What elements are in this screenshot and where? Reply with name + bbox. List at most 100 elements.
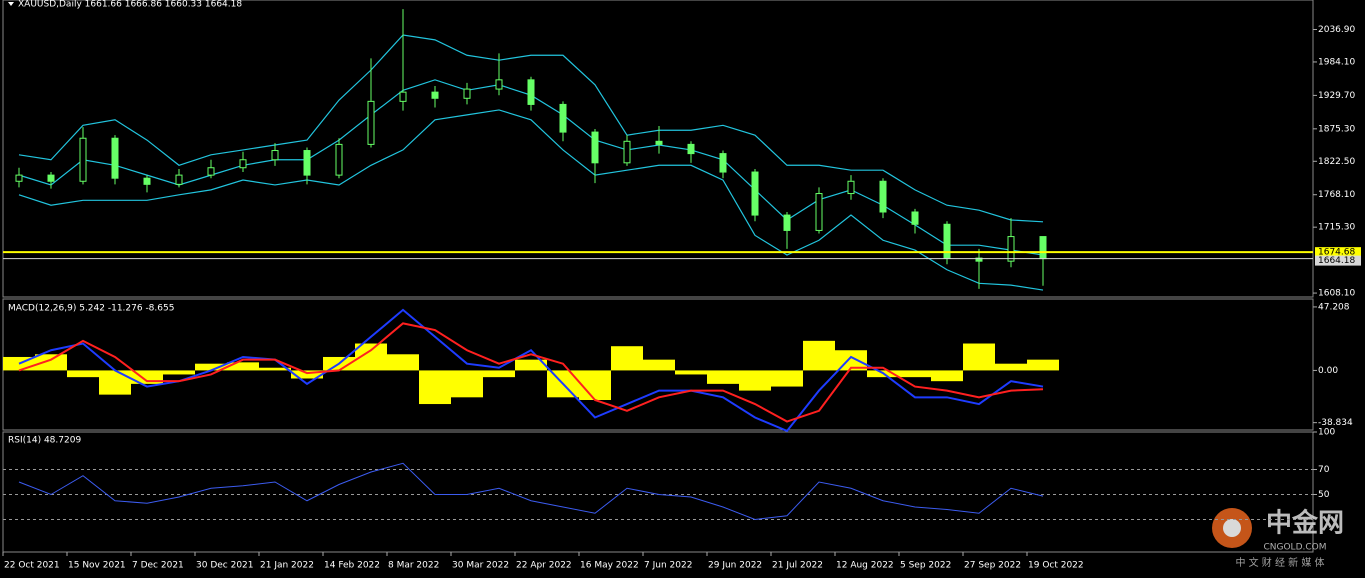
macd-histogram	[195, 363, 227, 371]
bollinger-upper	[18, 34, 1044, 223]
y-tick-label: 1822.50	[1318, 157, 1355, 167]
symbol-icon	[8, 2, 14, 6]
macd-histogram	[995, 363, 1027, 371]
rsi-title: RSI(14) 48.7209	[8, 436, 81, 446]
x-tick-label: 22 Oct 2021	[4, 561, 60, 571]
y-tick-label: 0.00	[1318, 366, 1338, 376]
rsi-panel	[2, 431, 1314, 553]
y-tick-label: 1608.10	[1318, 289, 1355, 299]
watermark-site: CNGOLD.COM	[1263, 543, 1326, 553]
macd-histogram	[675, 370, 707, 375]
macd-histogram	[387, 354, 419, 371]
candle-body	[527, 79, 535, 105]
macd-histogram	[803, 340, 835, 371]
candle-body	[15, 174, 23, 182]
candle-body	[463, 88, 471, 99]
y-tick-label: 47.208	[1318, 302, 1350, 312]
rsi-line	[18, 462, 1044, 521]
macd-histogram	[899, 370, 931, 378]
candle-body	[207, 167, 215, 176]
price-label: 1674.68	[1318, 248, 1355, 258]
price-label-box	[1315, 247, 1361, 258]
candle-body	[111, 137, 119, 179]
candle-body	[591, 131, 599, 164]
candle-body	[687, 143, 695, 155]
macd-histogram	[579, 370, 611, 401]
candle-body	[559, 103, 567, 133]
x-tick-label: 16 May 2022	[580, 561, 639, 571]
candle-body	[879, 180, 887, 213]
y-tick-label: 1929.70	[1318, 91, 1355, 101]
macd-histogram	[707, 370, 739, 384]
candle-body	[367, 100, 375, 145]
y-tick-label: 100	[1318, 428, 1335, 438]
candle-body	[655, 140, 663, 145]
x-tick-label: 14 Feb 2022	[324, 561, 380, 571]
macd-histogram	[1027, 359, 1059, 371]
candle-body	[495, 79, 503, 90]
macd-histogram	[67, 370, 99, 378]
macd-histogram	[35, 354, 67, 371]
x-tick-label: 12 Aug 2022	[836, 561, 894, 571]
macd-histogram	[643, 359, 675, 371]
candle-body	[143, 177, 151, 185]
macd-histogram	[739, 370, 771, 391]
watermark-logo-inner	[1223, 519, 1241, 537]
y-tick-label: 1768.10	[1318, 190, 1355, 200]
price-label-box	[1315, 255, 1361, 266]
x-tick-label: 19 Oct 2022	[1028, 561, 1084, 571]
watermark-name: 中金网	[1266, 508, 1344, 539]
candle-body	[975, 257, 983, 262]
y-tick-label: 1984.10	[1318, 57, 1355, 67]
macd-histogram	[259, 367, 291, 371]
macd-histogram	[451, 370, 483, 398]
y-tick-label: -38.834	[1318, 418, 1353, 428]
x-tick-label: 30 Dec 2021	[196, 561, 254, 571]
x-tick-label: 21 Jan 2022	[260, 561, 314, 571]
price-label: 1664.18	[1318, 256, 1355, 266]
watermark: 中金网 CNGOLD.COM 中 文 财 经 新 媒 体	[1212, 508, 1344, 569]
candle-body	[175, 174, 183, 185]
candle-body	[751, 171, 759, 216]
y-tick-label: 2036.90	[1318, 25, 1355, 35]
macd-histogram	[931, 370, 963, 382]
candle-body	[399, 91, 407, 102]
x-tick-label: 21 Jul 2022	[772, 561, 823, 571]
y-tick-label: 70	[1318, 465, 1330, 475]
macd-histogram	[419, 370, 451, 405]
candle-body	[79, 137, 87, 182]
candle-body	[847, 180, 855, 195]
candle-body	[911, 211, 919, 225]
candle-body	[783, 214, 791, 231]
x-tick-label: 8 Mar 2022	[388, 561, 439, 571]
macd-histogram	[963, 343, 995, 371]
candle-body	[271, 150, 279, 161]
candle-body	[303, 150, 311, 176]
macd-title: MACD(12,26,9) 5.242 -11.276 -8.655	[8, 304, 174, 314]
candle-body	[1007, 236, 1015, 262]
macd-histogram	[771, 370, 803, 387]
macd-histogram	[483, 370, 515, 378]
bollinger-lower	[18, 109, 1044, 291]
candle-body	[1039, 236, 1047, 260]
x-tick-label: 29 Jun 2022	[708, 561, 762, 571]
candle-body	[335, 143, 343, 176]
x-tick-label: 7 Jun 2022	[644, 561, 692, 571]
candle-body	[815, 193, 823, 231]
x-tick-label: 15 Nov 2021	[68, 561, 126, 571]
x-tick-label: 27 Sep 2022	[964, 561, 1021, 571]
y-tick-label: 1875.30	[1318, 124, 1355, 134]
chart-title: XAUUSD,Daily 1661.66 1666.86 1660.33 166…	[18, 0, 242, 10]
candle-body	[719, 153, 727, 173]
y-tick-label: 50	[1318, 490, 1330, 500]
candle-body	[47, 174, 55, 182]
macd-histogram	[163, 370, 195, 375]
x-tick-label: 30 Mar 2022	[452, 561, 509, 571]
x-tick-label: 5 Sep 2022	[900, 561, 951, 571]
candle-body	[623, 140, 631, 164]
macd-histogram	[99, 370, 131, 395]
macd-histogram	[291, 370, 323, 379]
